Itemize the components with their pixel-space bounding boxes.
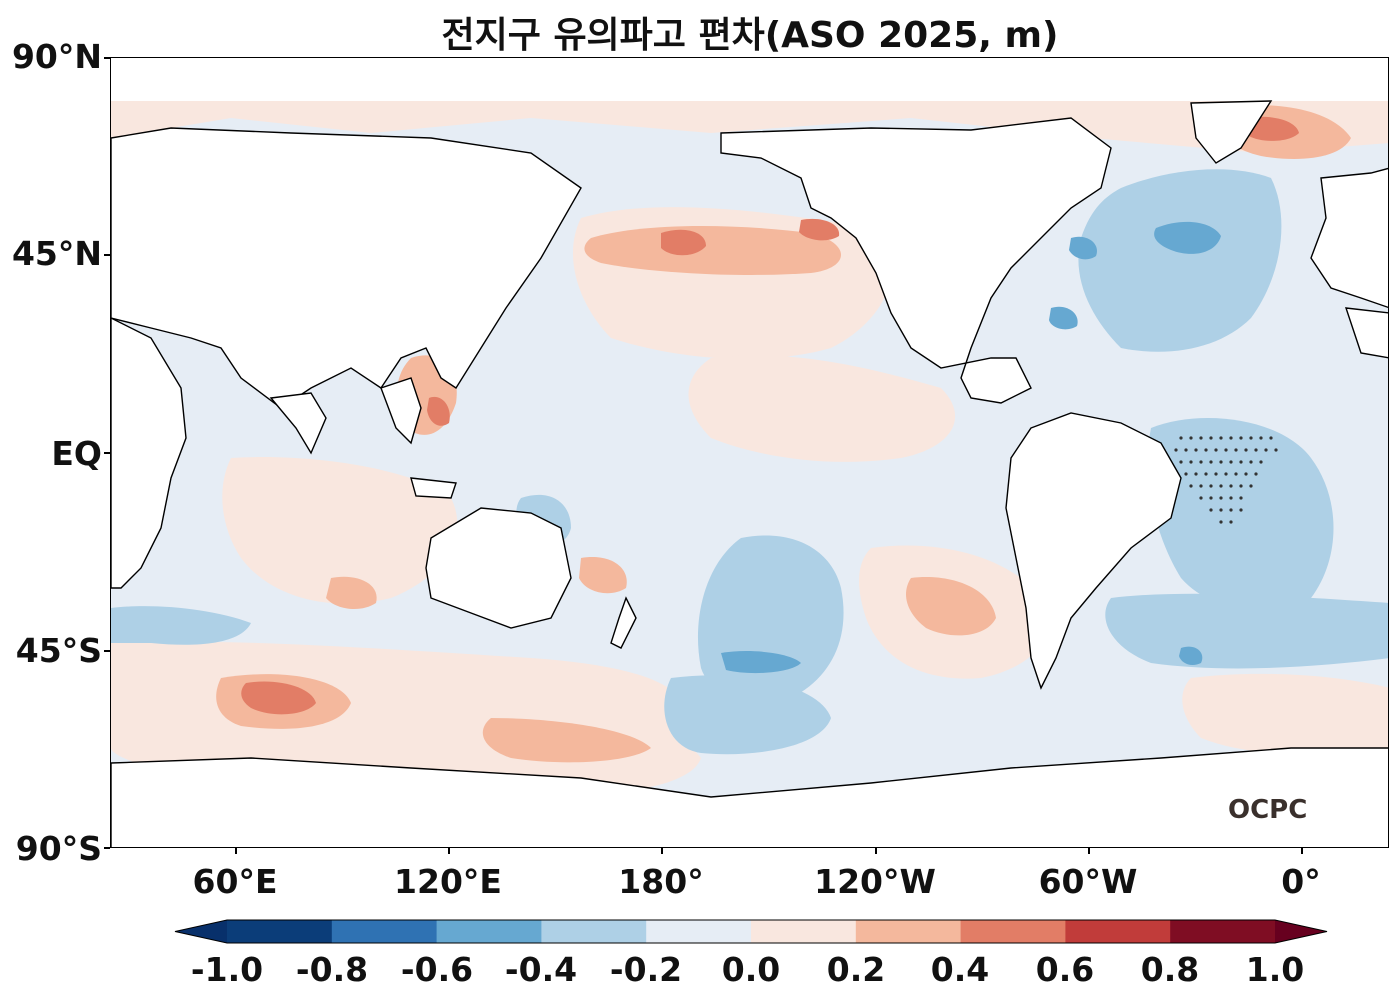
lat-label-90n: 90°N <box>11 37 102 76</box>
colorbar-segment <box>541 920 647 943</box>
colorbar-tick-label: -1.0 <box>190 950 264 989</box>
colorbar-tick-label: 0.4 <box>930 950 990 989</box>
borneo-land <box>410 477 457 499</box>
negative-anomaly-strong <box>721 221 1221 674</box>
greenland-land <box>1190 100 1273 164</box>
colorbar-segment <box>1170 920 1276 943</box>
lon-tick <box>661 848 663 854</box>
lat-tick <box>104 452 110 454</box>
colorbar-tick-label: 0.2 <box>826 950 886 989</box>
global-wave-height-anomaly-map <box>111 100 1388 847</box>
map-frame <box>110 57 1389 848</box>
lat-label-45n: 45°N <box>11 234 102 273</box>
lat-label-eq: EQ <box>51 434 102 473</box>
lon-label-180: 180° <box>618 862 704 901</box>
north-america-land <box>720 117 1112 404</box>
colorbar-tick-label: -0.2 <box>609 950 683 989</box>
lat-tick <box>104 847 110 849</box>
lat-tick <box>104 57 110 59</box>
lon-label-0: 0° <box>1281 862 1321 901</box>
lon-label-120w: 120°W <box>814 862 936 901</box>
south-america-land <box>1005 412 1182 690</box>
lon-tick <box>875 848 877 854</box>
europe-land <box>1310 167 1388 309</box>
colorbar-segment <box>960 920 1066 943</box>
colorbar-segment <box>436 920 542 943</box>
lon-tick <box>448 848 450 854</box>
lon-label-60e: 60°E <box>192 862 278 901</box>
lat-label-45s: 45°S <box>15 631 102 670</box>
lat-label-90s: 90°S <box>15 829 102 868</box>
colorbar-tick-label: -0.6 <box>400 950 474 989</box>
lat-tick <box>104 650 110 652</box>
ocpc-logo: OCPC <box>1228 795 1308 825</box>
antarctica-land <box>111 747 1388 847</box>
colorbar-tick-label: -0.4 <box>504 950 578 989</box>
lon-tick <box>1088 848 1090 854</box>
colorbar-extend-max <box>1275 920 1327 943</box>
colorbar-extend-min <box>175 920 227 943</box>
west-africa-land <box>1344 307 1388 359</box>
colorbar-tick-label: 1.0 <box>1245 950 1305 989</box>
colorbar-segment <box>331 920 438 943</box>
africa-land <box>111 317 187 589</box>
eurasia-land <box>111 127 582 409</box>
colorbar <box>174 919 1328 944</box>
indochina-land <box>380 377 422 445</box>
colorbar-segment <box>646 920 752 943</box>
lon-label-120e: 120°E <box>394 862 502 901</box>
map-title: 전지구 유의파고 편차(ASO 2025, m) <box>441 15 1059 56</box>
lon-label-60w: 60°W <box>1038 862 1138 901</box>
colorbar-segment <box>855 920 962 943</box>
new-zealand-land <box>610 596 637 649</box>
colorbar-segment <box>751 920 857 943</box>
colorbar-segment <box>227 920 333 943</box>
india-land <box>269 392 327 455</box>
lon-tick <box>1301 848 1303 854</box>
lat-tick <box>104 254 110 256</box>
colorbar-tick-label: 0.0 <box>721 950 781 989</box>
significance-stippling <box>1174 436 1278 524</box>
colorbar-tick-label: -0.8 <box>295 950 369 989</box>
colorbar-outline <box>174 919 1328 944</box>
colorbar-tick-label: 0.6 <box>1035 950 1095 989</box>
australia-land <box>425 507 572 629</box>
colorbar-segment <box>1065 920 1171 943</box>
positive-anomaly-strong <box>241 116 1299 715</box>
land-masses <box>111 100 1388 847</box>
colorbar-tick-label: 0.8 <box>1140 950 1200 989</box>
lon-tick <box>235 848 237 854</box>
